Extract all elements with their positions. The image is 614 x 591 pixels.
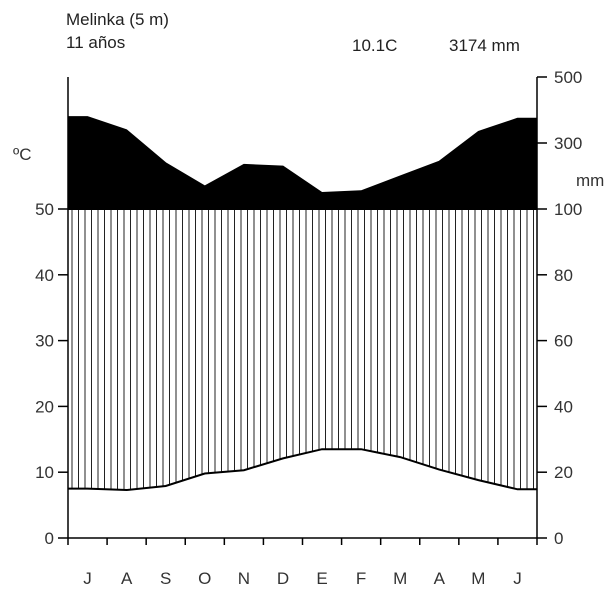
- right-axis-label: mm: [576, 171, 604, 190]
- left-axis-ticks: 0 10 20 30 40 50: [35, 200, 68, 548]
- month-label: J: [513, 569, 522, 588]
- left-tick-label: 40: [35, 266, 54, 285]
- super-humid-area: [67, 116, 538, 210]
- right-tick-label: 40: [554, 397, 573, 416]
- left-tick-label: 10: [35, 463, 54, 482]
- left-axis-label: ºC: [13, 145, 32, 164]
- month-label: M: [471, 569, 485, 588]
- station-title: Melinka (5 m): [66, 10, 169, 29]
- month-label: F: [356, 569, 366, 588]
- right-axis-ticks: 0 20 40 60 80 100 300 500: [537, 68, 582, 548]
- right-tick-label: 0: [554, 529, 563, 548]
- left-tick-label: 20: [35, 397, 54, 416]
- month-label: D: [277, 569, 289, 588]
- right-tick-label: 20: [554, 463, 573, 482]
- record-years: 11 años: [66, 33, 126, 52]
- right-tick-label: 100: [554, 200, 582, 219]
- mean-temperature: 10.1C: [352, 36, 398, 55]
- annual-precipitation: 3174 mm: [449, 36, 520, 55]
- month-label: E: [316, 569, 327, 588]
- humid-period-hatch: [71, 209, 534, 490]
- month-label: N: [238, 569, 250, 588]
- month-label: A: [121, 569, 133, 588]
- left-tick-label: 0: [45, 529, 54, 548]
- right-tick-label: 60: [554, 332, 573, 351]
- month-label: O: [198, 569, 211, 588]
- left-tick-label: 50: [35, 200, 54, 219]
- right-tick-label: 300: [554, 134, 582, 153]
- temperature-line: [68, 448, 537, 492]
- month-label: M: [393, 569, 407, 588]
- left-tick-label: 30: [35, 332, 54, 351]
- right-tick-label: 500: [554, 68, 582, 87]
- right-tick-label: 80: [554, 266, 573, 285]
- month-label: A: [434, 569, 446, 588]
- month-label: S: [160, 569, 171, 588]
- month-label: J: [83, 569, 92, 588]
